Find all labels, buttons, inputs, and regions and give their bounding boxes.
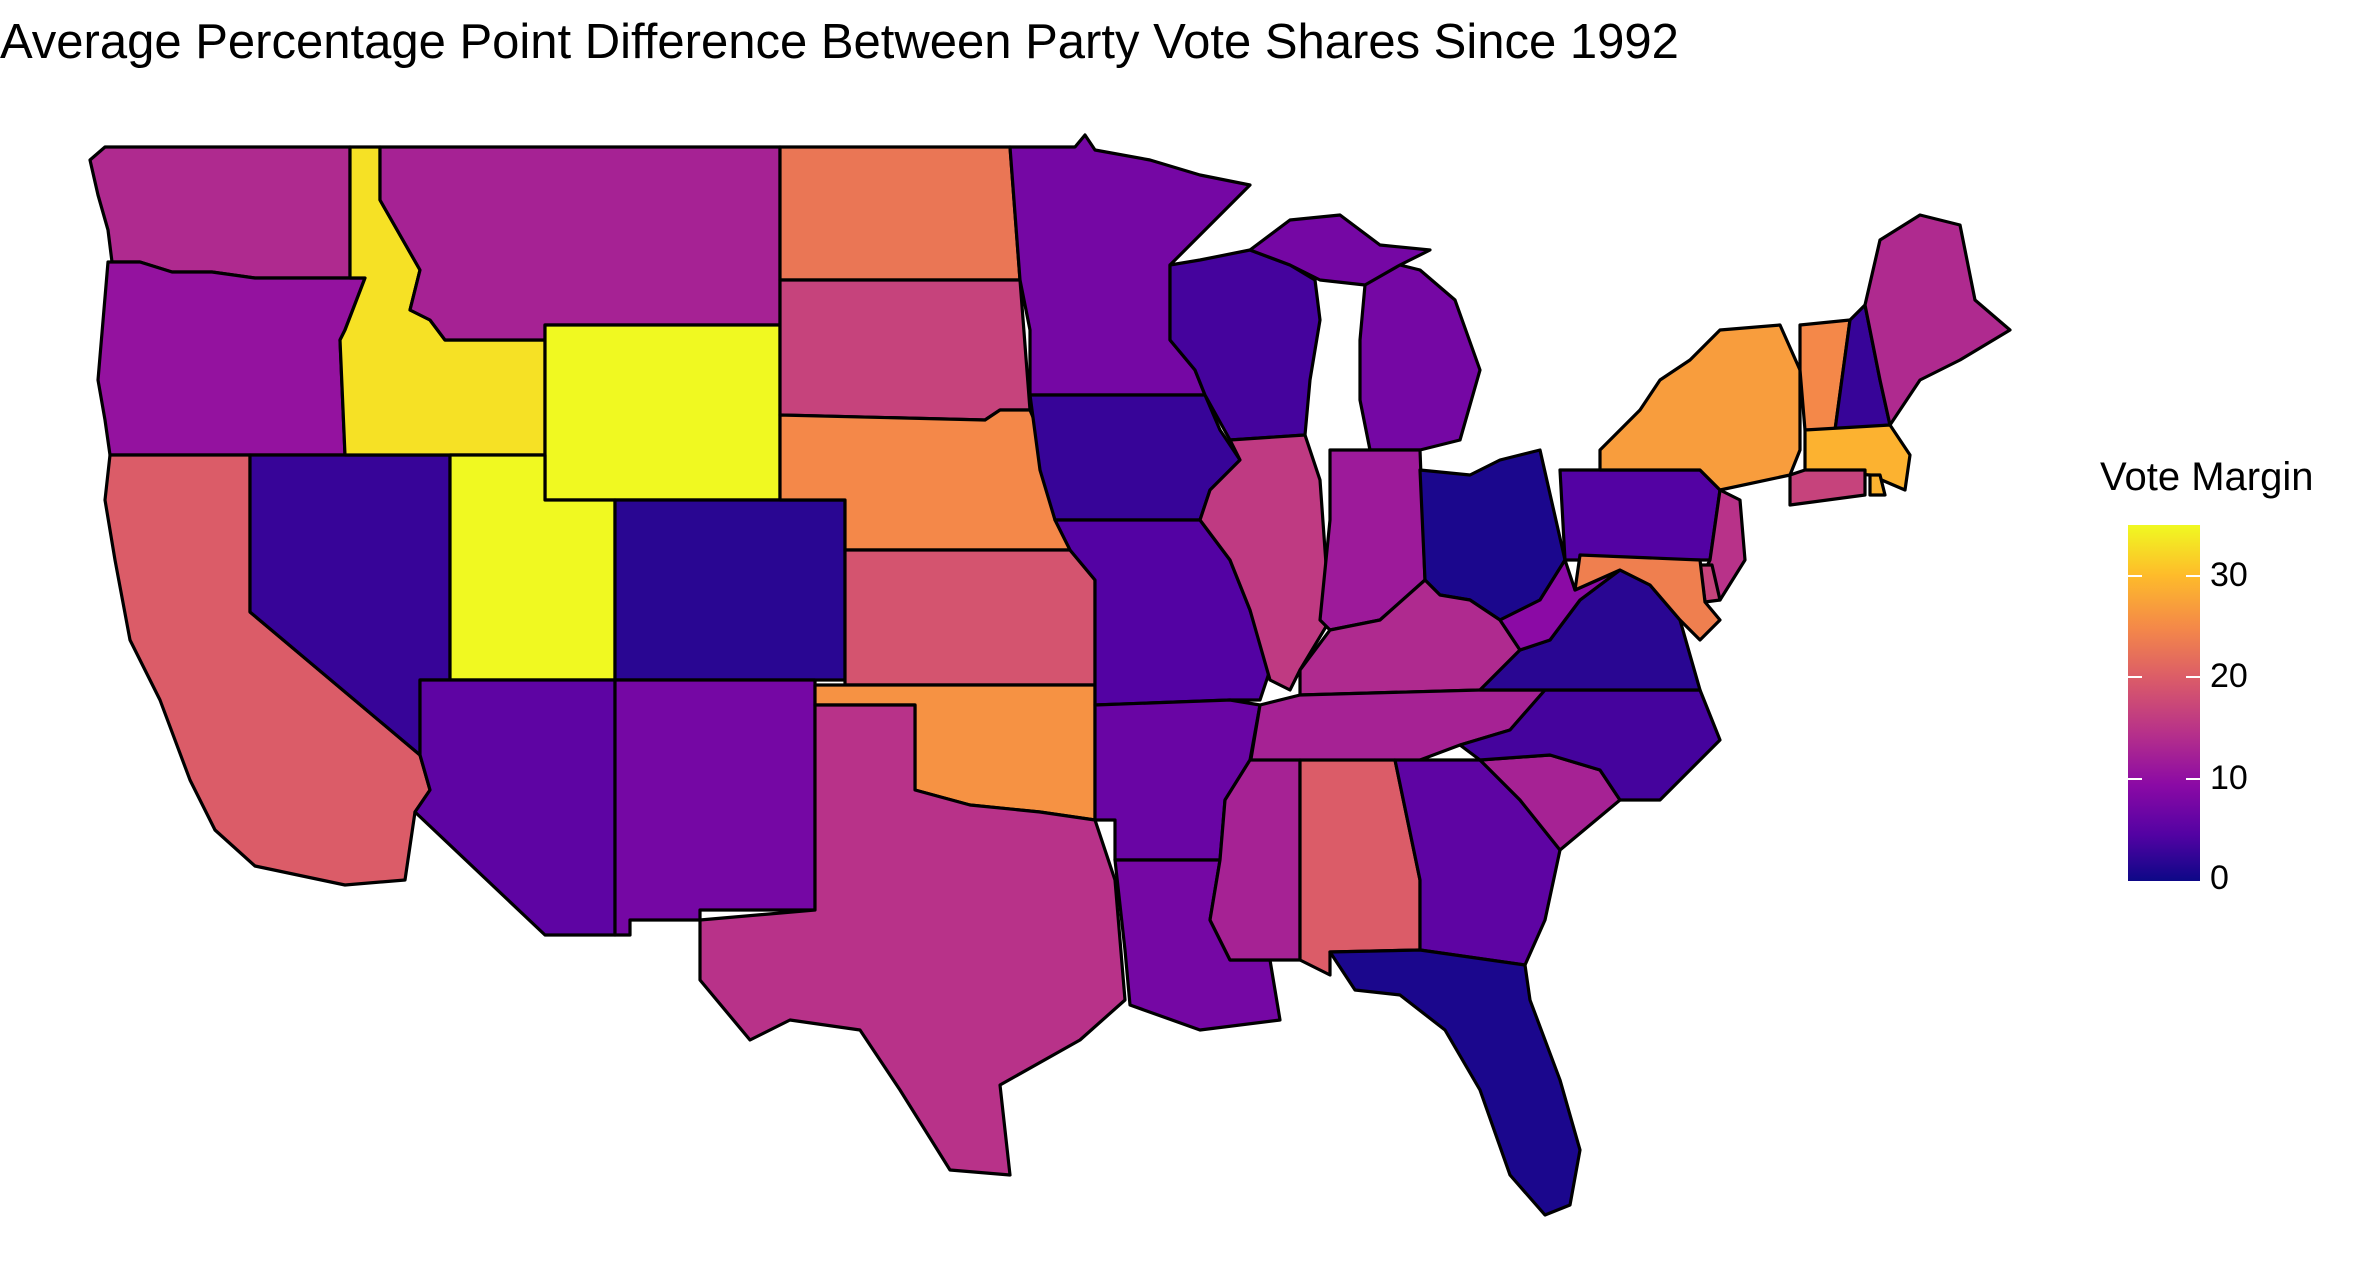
state-sd — [778, 278, 1032, 422]
legend-tick-label: 0 — [2210, 859, 2229, 897]
legend-tickmark — [2128, 575, 2200, 577]
legend-tickmark — [2128, 676, 2200, 678]
state-az — [413, 678, 617, 937]
state-tx — [698, 703, 1127, 1177]
state-nm — [613, 678, 817, 937]
state-wy — [543, 323, 782, 502]
legend-tick-label: 30 — [2210, 556, 2248, 594]
legend-colorbar — [2128, 525, 2200, 881]
state-ct — [1788, 468, 1867, 507]
legend-tickmark — [2128, 778, 2200, 780]
map-title: Average Percentage Point Difference Betw… — [0, 15, 1679, 69]
legend-title: Vote Margin — [2100, 455, 2314, 499]
legend: Vote Margin 30 20 10 0 — [2100, 455, 2314, 897]
state-ny — [1598, 323, 1802, 492]
state-il — [1198, 433, 1332, 692]
state-ri — [1868, 473, 1887, 497]
state-ks — [843, 548, 1097, 687]
state-mt — [378, 145, 782, 342]
state-nc — [1458, 688, 1722, 802]
legend-tick-label: 20 — [2210, 657, 2248, 695]
state-wa — [88, 145, 352, 280]
state-mi — [1248, 213, 1482, 452]
state-pa — [1558, 468, 1722, 562]
state-md — [1573, 553, 1722, 642]
state-or — [96, 260, 367, 457]
state-nd — [778, 145, 1022, 282]
state-me — [1863, 213, 2012, 427]
state-co — [613, 498, 847, 682]
state-fl — [1328, 948, 1582, 1217]
legend-tick-label: 10 — [2210, 759, 2248, 797]
